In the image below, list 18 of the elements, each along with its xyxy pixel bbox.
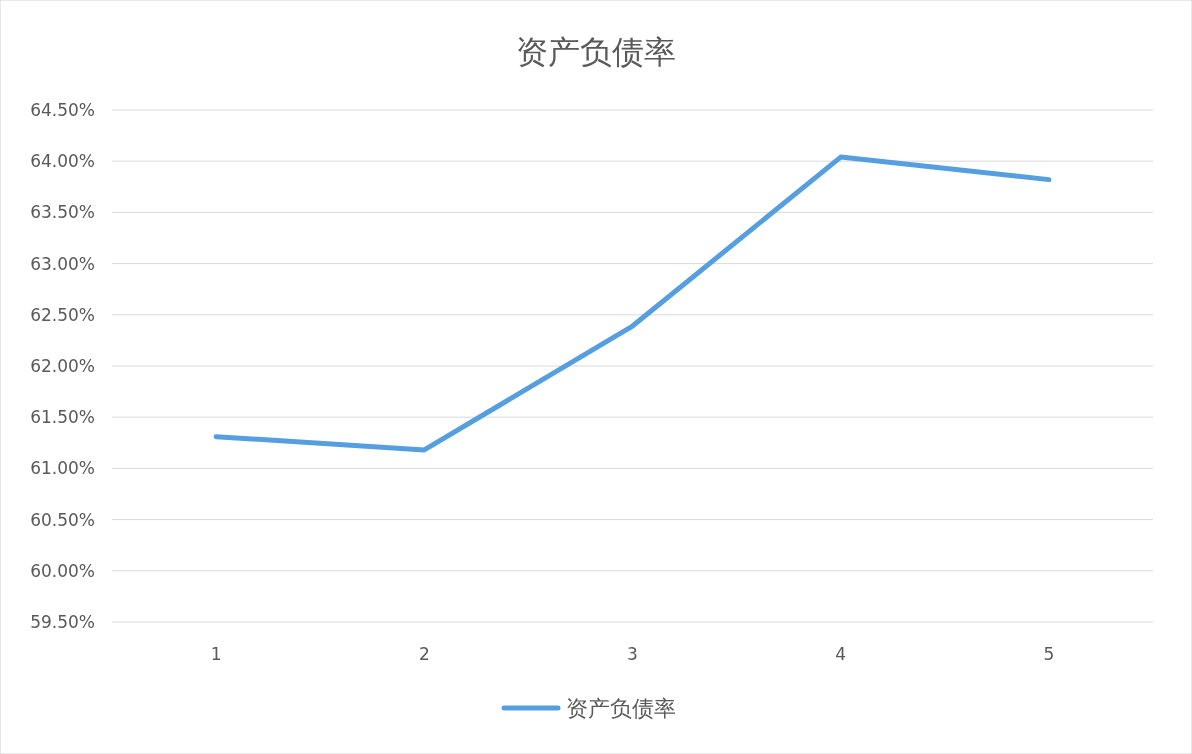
y-tick-label: 64.00% bbox=[30, 151, 95, 172]
x-tick-label: 3 bbox=[627, 644, 638, 664]
y-tick-label: 62.50% bbox=[30, 304, 95, 325]
chart-title: 资产负债率 bbox=[516, 33, 676, 71]
x-tick-label: 4 bbox=[835, 644, 847, 664]
y-tick-label: 62.00% bbox=[30, 356, 95, 376]
y-tick-label: 60.00% bbox=[30, 560, 95, 581]
x-tick-label: 2 bbox=[418, 644, 430, 664]
y-tick-label: 63.50% bbox=[30, 202, 95, 223]
y-tick-label: 59.50% bbox=[30, 612, 95, 632]
x-tick-label: 5 bbox=[1043, 644, 1055, 664]
y-tick-label: 61.00% bbox=[30, 458, 95, 479]
y-tick-label: 64.50% bbox=[30, 100, 95, 120]
y-tick-label: 60.50% bbox=[30, 509, 95, 530]
legend-label: 资产负债率 bbox=[566, 696, 676, 721]
x-tick-label: 1 bbox=[210, 644, 222, 664]
y-tick-label: 61.50% bbox=[30, 407, 95, 428]
y-tick-label: 63.00% bbox=[30, 253, 95, 274]
